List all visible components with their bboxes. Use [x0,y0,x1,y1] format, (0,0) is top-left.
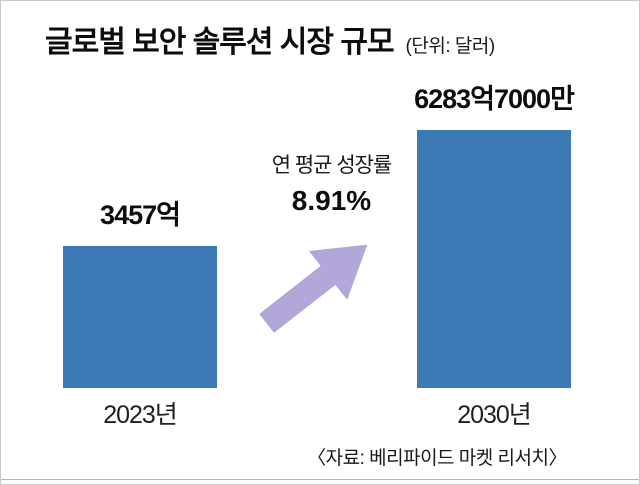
unit-label: (단위: 달러) [405,36,496,57]
x-axis-label-2030: 2030년 [457,401,532,429]
bar-2030 [417,130,571,388]
bar-group-2030: 6283억7000만 [414,77,575,388]
chart-title: 글로벌 보안 솔루션 시장 규모 [45,26,395,59]
bar-value-label-2030: 6283억7000만 [414,84,575,114]
chart-header: 글로벌 보안 솔루션 시장 규모 (단위: 달러) [45,17,619,61]
growth-rate-label: 연 평균 성장률 [271,154,393,177]
source-credit: 〈자료: 베리파이드 마켓 리서치〉 [307,448,567,469]
bar-group-2023: 3457억 [63,193,217,388]
bar-value-label-2023: 3457억 [100,200,181,230]
arrow-up-right-icon [259,244,368,333]
growth-rate-value: 8.91% [291,185,372,216]
growth-annotation: 연 평균 성장률 8.91% [239,149,424,217]
growth-arrow-icon [247,220,386,348]
x-axis-label-2023: 2023년 [103,401,178,429]
bottom-divider [1,479,639,480]
bar-2023 [63,246,217,388]
arrow-shape [259,244,368,333]
